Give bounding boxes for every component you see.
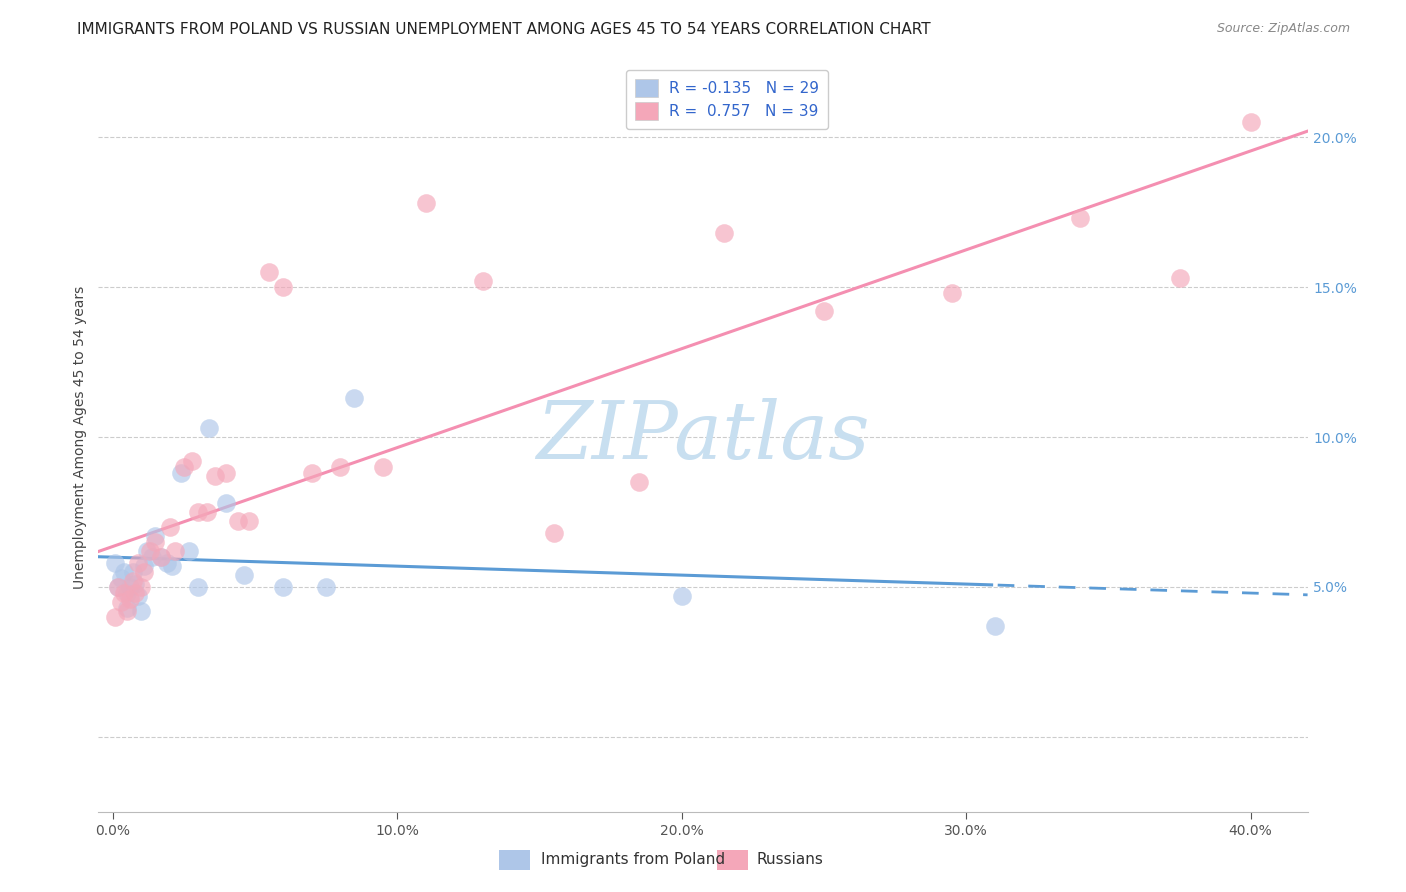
Point — [195, 505, 218, 519]
Point — [141, 549, 163, 564]
Point — [170, 466, 193, 480]
Text: Immigrants from Poland: Immigrants from Poland — [541, 853, 725, 867]
Point — [150, 549, 173, 564]
Point — [671, 589, 693, 603]
Point — [115, 586, 138, 600]
Point — [129, 604, 152, 618]
Point — [813, 304, 835, 318]
Point — [627, 475, 650, 489]
Point — [118, 580, 141, 594]
Point — [257, 265, 280, 279]
Point — [1240, 115, 1263, 129]
Point — [1168, 271, 1191, 285]
Point — [329, 460, 352, 475]
Point — [156, 556, 179, 570]
Point — [110, 595, 132, 609]
Point — [471, 274, 494, 288]
Point — [115, 601, 138, 615]
Point — [238, 514, 260, 528]
Point — [181, 454, 204, 468]
Point — [165, 544, 187, 558]
Point — [143, 535, 166, 549]
Point — [110, 571, 132, 585]
Point — [415, 196, 437, 211]
Point — [143, 529, 166, 543]
Text: Source: ZipAtlas.com: Source: ZipAtlas.com — [1216, 22, 1350, 36]
Point — [273, 280, 295, 294]
Text: ZIPatlas: ZIPatlas — [536, 399, 870, 475]
Legend: R = -0.135   N = 29, R =  0.757   N = 39: R = -0.135 N = 29, R = 0.757 N = 39 — [626, 70, 828, 129]
Point — [129, 580, 152, 594]
Point — [121, 574, 143, 588]
Point — [159, 520, 181, 534]
Point — [132, 558, 155, 573]
Point — [150, 549, 173, 564]
Point — [198, 421, 221, 435]
Point — [112, 586, 135, 600]
Point — [115, 604, 138, 618]
Point — [121, 565, 143, 579]
Point — [162, 558, 184, 573]
Point — [173, 460, 195, 475]
Point — [204, 469, 226, 483]
Point — [1069, 211, 1091, 226]
Point — [104, 610, 127, 624]
Point — [118, 591, 141, 606]
Point — [138, 544, 160, 558]
Point — [315, 580, 337, 594]
Point — [107, 580, 129, 594]
Point — [127, 556, 149, 570]
Point — [127, 589, 149, 603]
Point — [179, 544, 201, 558]
Text: IMMIGRANTS FROM POLAND VS RUSSIAN UNEMPLOYMENT AMONG AGES 45 TO 54 YEARS CORRELA: IMMIGRANTS FROM POLAND VS RUSSIAN UNEMPL… — [77, 22, 931, 37]
Point — [713, 227, 735, 241]
Text: Russians: Russians — [756, 853, 824, 867]
Point — [112, 565, 135, 579]
Point — [232, 568, 254, 582]
Point — [371, 460, 394, 475]
Point — [104, 556, 127, 570]
Point — [124, 586, 146, 600]
Point — [941, 286, 963, 301]
Point — [215, 496, 238, 510]
Point — [187, 505, 209, 519]
Point — [107, 580, 129, 594]
Point — [215, 466, 238, 480]
Point — [132, 565, 155, 579]
Point — [124, 577, 146, 591]
Point — [187, 580, 209, 594]
Point — [543, 526, 565, 541]
Point — [226, 514, 249, 528]
Point — [301, 466, 323, 480]
Y-axis label: Unemployment Among Ages 45 to 54 years: Unemployment Among Ages 45 to 54 years — [73, 285, 87, 589]
Point — [343, 391, 366, 405]
Point — [273, 580, 295, 594]
Point — [135, 544, 157, 558]
Point — [983, 619, 1005, 633]
